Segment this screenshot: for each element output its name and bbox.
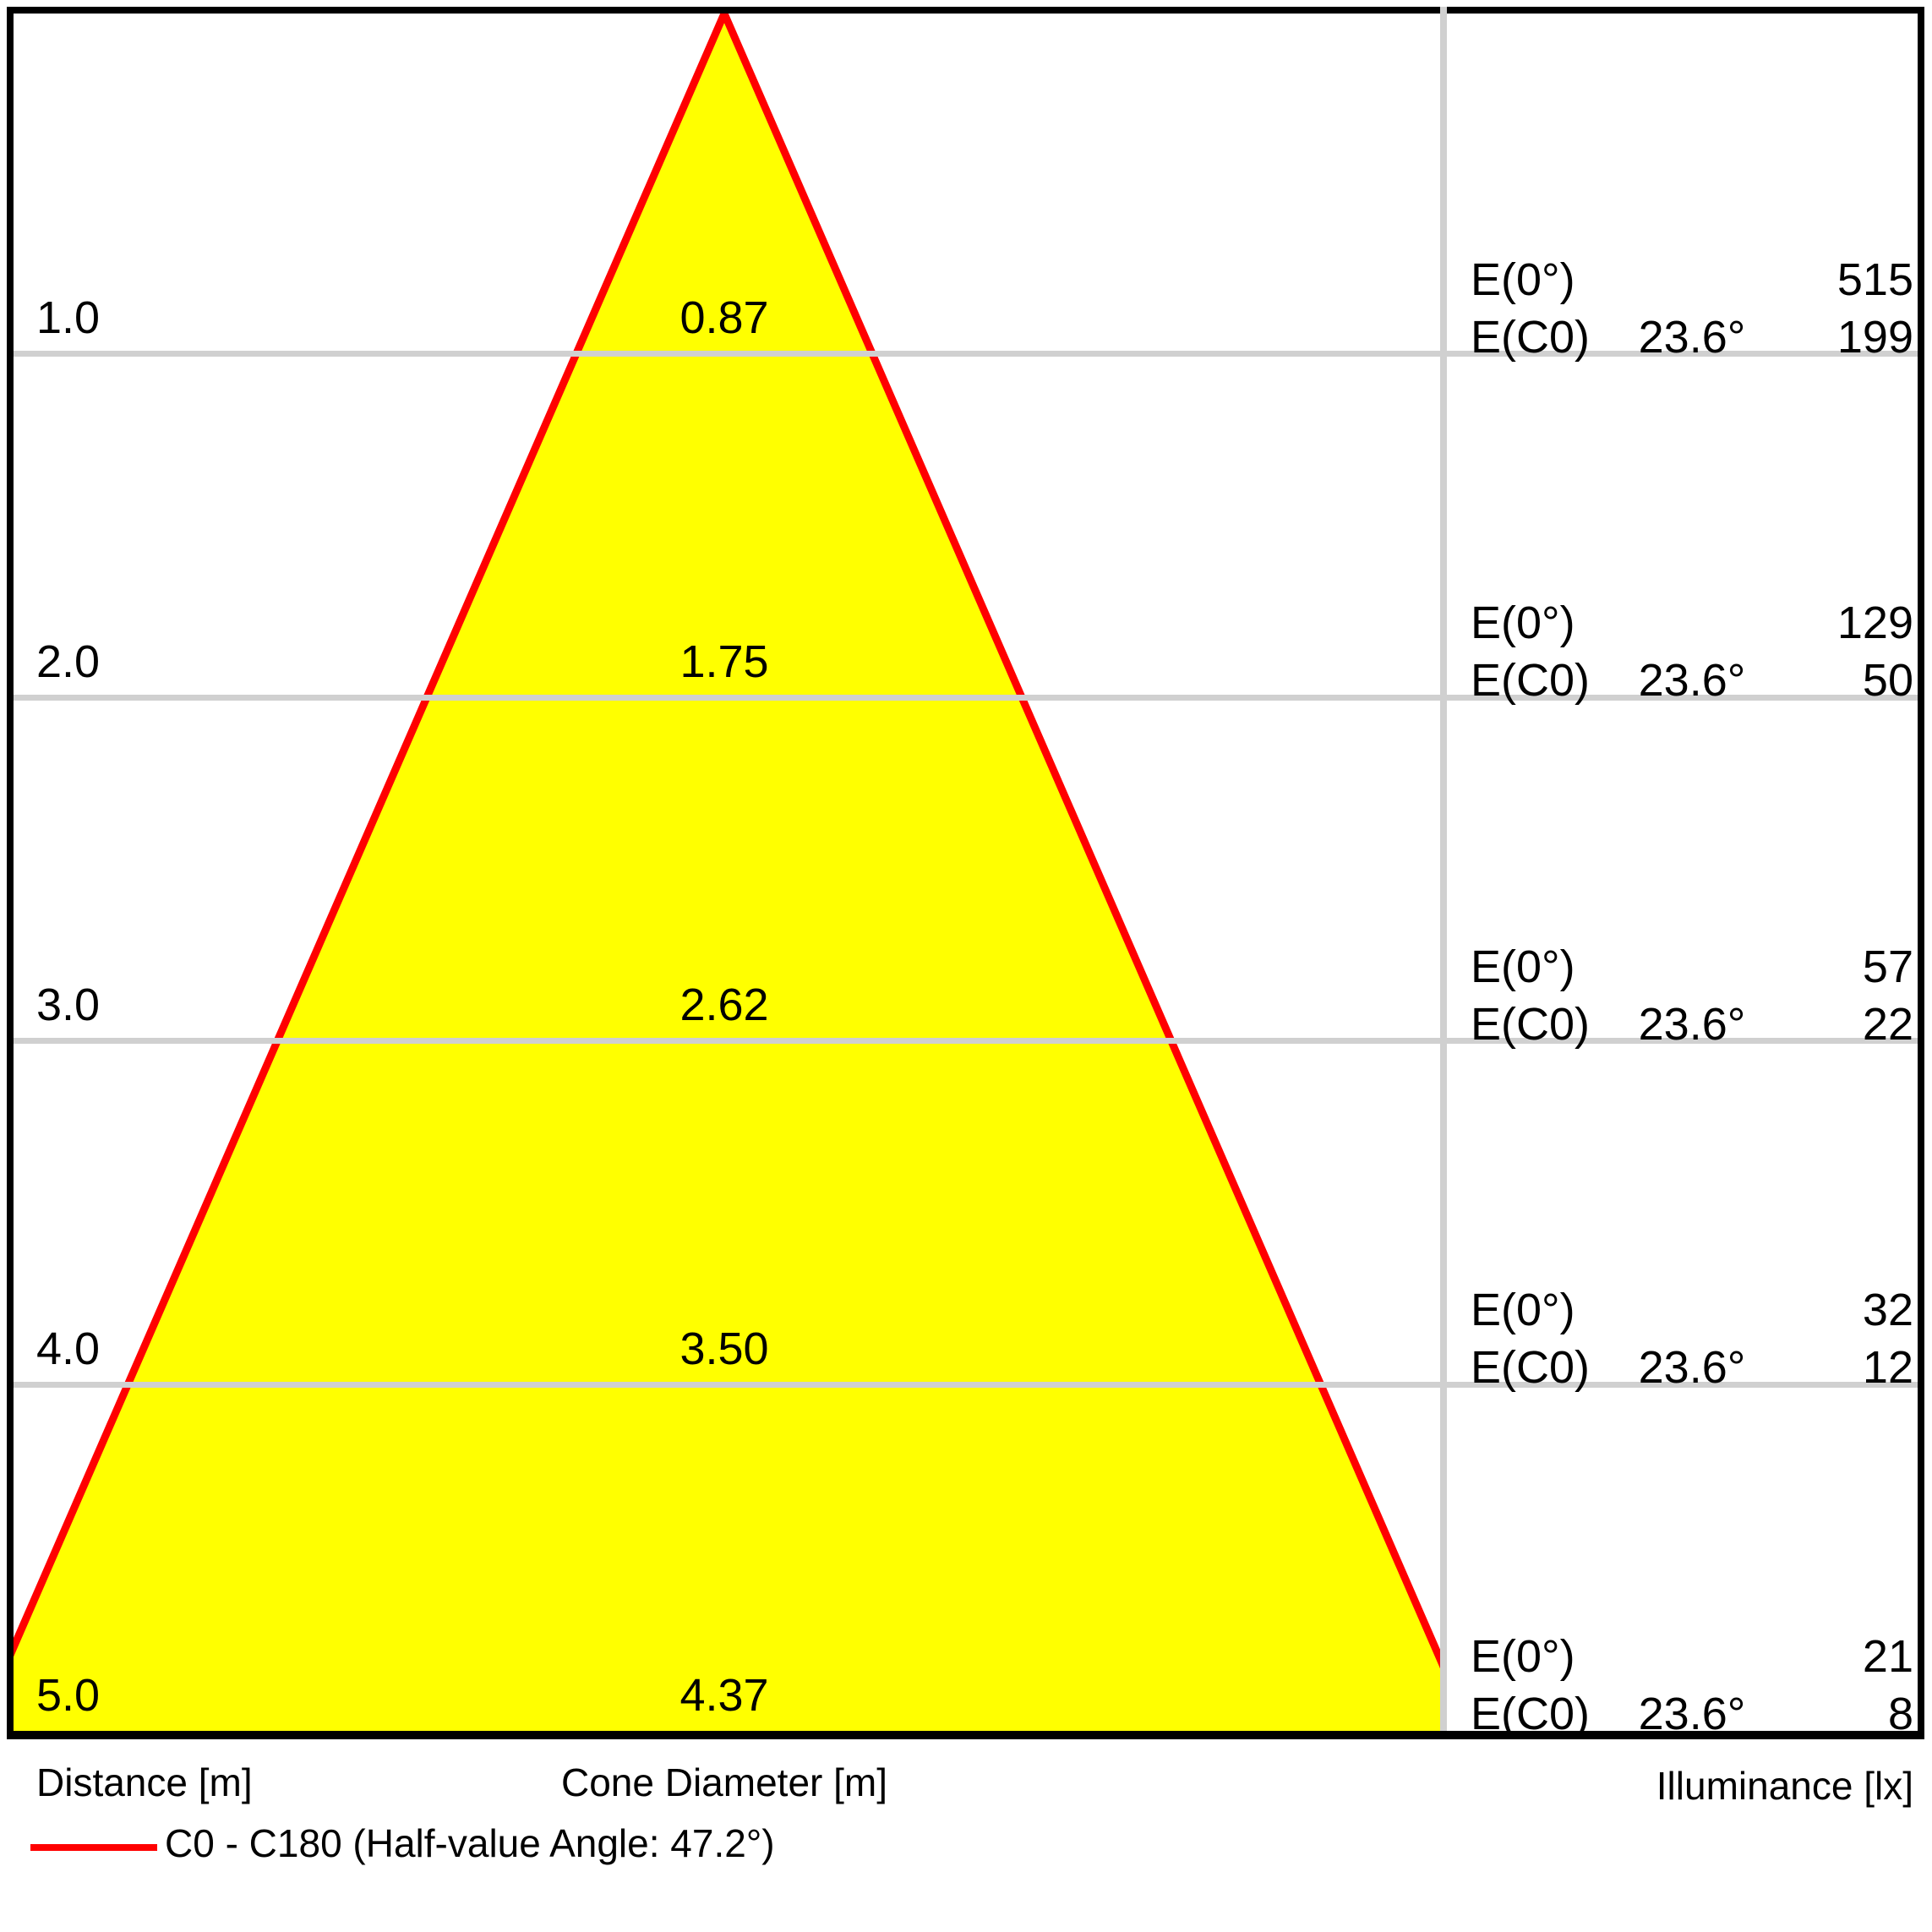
light-cone-fill (14, 14, 1440, 1731)
cone-diameter-value: 3.50 (679, 1323, 769, 1374)
ec0-angle: 23.6° (1638, 655, 1746, 706)
distance-value: 4.0 (36, 1323, 101, 1374)
table-right-border (1918, 7, 1924, 1739)
e0-line: E(0°) 57 (1471, 938, 1913, 996)
ec0-angle: 23.6° (1638, 1342, 1746, 1393)
e0-line: E(0°) 32 (1471, 1281, 1913, 1339)
ec0-label: E(C0) (1471, 999, 1591, 1050)
cone-diameter-value: 0.87 (679, 292, 769, 343)
ec0-angle: 23.6° (1638, 312, 1746, 363)
ec0-value: 8 (1887, 1689, 1913, 1739)
illuminance-row: E(0°) 32 E(C0) 23.6° 12 (1471, 1281, 1913, 1396)
bottom-border (7, 1731, 1924, 1739)
ec0-value: 50 (1862, 655, 1913, 706)
e0-value: 515 (1836, 254, 1913, 305)
e0-label: E(0°) (1471, 1631, 1575, 1682)
gridline-1m (14, 351, 1918, 357)
e0-line: E(0°) 129 (1471, 594, 1913, 652)
ec0-value: 22 (1862, 999, 1913, 1050)
distance-value: 1.0 (36, 292, 101, 343)
e0-label: E(0°) (1471, 254, 1575, 305)
panel-divider-line (1440, 7, 1447, 1739)
e0-label: E(0°) (1471, 1285, 1575, 1335)
cone-diameter-value: 1.75 (679, 636, 769, 687)
ec0-line: E(C0) 23.6° 8 (1471, 1685, 1913, 1743)
ec0-line: E(C0) 23.6° 199 (1471, 308, 1913, 366)
e0-line: E(0°) 515 (1471, 251, 1913, 308)
e0-line: E(0°) 21 (1471, 1628, 1913, 1685)
illuminance-row: E(0°) 21 E(C0) 23.6° 8 (1471, 1628, 1913, 1743)
e0-value: 21 (1862, 1631, 1913, 1682)
gridline-2m (14, 695, 1918, 701)
ec0-line: E(C0) 23.6° 22 (1471, 996, 1913, 1053)
illuminance-row: E(0°) 515 E(C0) 23.6° 199 (1471, 251, 1913, 366)
e0-angle (1618, 938, 1766, 996)
ec0-angle: 23.6° (1638, 999, 1746, 1050)
ec0-value: 12 (1862, 1342, 1913, 1393)
e0-value: 32 (1862, 1285, 1913, 1335)
legend-label: C0 - C180 (Half-value Angle: 47.2°) (165, 1821, 775, 1865)
e0-value: 129 (1836, 598, 1913, 648)
e0-label: E(0°) (1471, 941, 1575, 992)
cone-chart-area (14, 14, 1440, 1731)
cone-edge-line-c0-c180 (14, 14, 1440, 1669)
ec0-line: E(C0) 23.6° 50 (1471, 652, 1913, 709)
ec0-value: 199 (1836, 312, 1913, 363)
distance-value: 3.0 (36, 980, 101, 1030)
ec0-label: E(C0) (1471, 655, 1591, 706)
distance-value: 5.0 (36, 1670, 101, 1721)
ec0-angle: 23.6° (1638, 1689, 1746, 1739)
ec0-label: E(C0) (1471, 1689, 1591, 1739)
ec0-label: E(C0) (1471, 312, 1591, 363)
chart-left-border (7, 7, 14, 1739)
illuminance-row: E(0°) 129 E(C0) 23.6° 50 (1471, 594, 1913, 709)
e0-label: E(0°) (1471, 598, 1575, 648)
distance-axis-label: Distance [m] (36, 1760, 253, 1804)
cone-diameter-axis-label: Cone Diameter [m] (560, 1760, 887, 1804)
illuminance-row: E(0°) 57 E(C0) 23.6° 22 (1471, 938, 1913, 1053)
e0-angle (1618, 251, 1766, 308)
cone-diameter-value: 4.37 (679, 1670, 769, 1721)
e0-value: 57 (1862, 941, 1913, 992)
cone-diameter-value: 2.62 (679, 980, 769, 1030)
gridline-4m (14, 1382, 1918, 1388)
ec0-label: E(C0) (1471, 1342, 1591, 1393)
gridline-3m (14, 1038, 1918, 1044)
legend-line-swatch (30, 1844, 157, 1851)
e0-angle (1618, 1628, 1766, 1685)
distance-value: 2.0 (36, 636, 101, 687)
illuminance-axis-label: Illuminance [lx] (1656, 1764, 1913, 1808)
e0-angle (1618, 1281, 1766, 1339)
table-top-border (1447, 7, 1924, 14)
chart-top-border (7, 7, 1440, 14)
e0-angle (1618, 594, 1766, 652)
ec0-line: E(C0) 23.6° 12 (1471, 1339, 1913, 1396)
